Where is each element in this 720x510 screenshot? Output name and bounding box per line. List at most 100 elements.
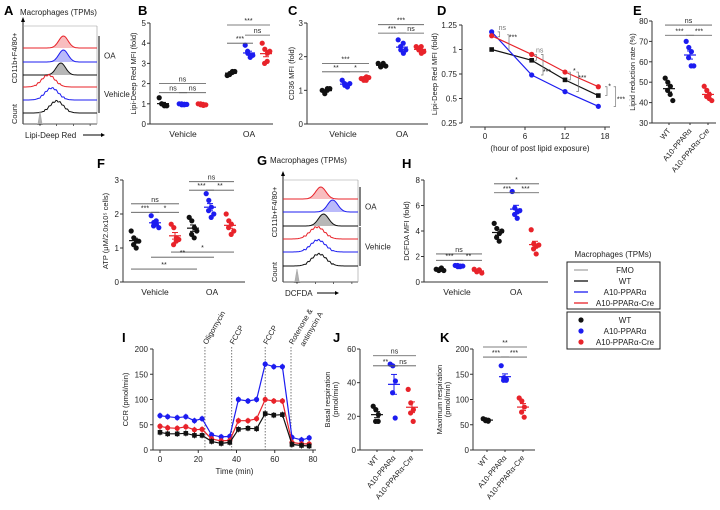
y-axis-label: DCFDA MFI (fold) [402, 201, 411, 261]
data-point [133, 245, 139, 251]
significance-label: ns [685, 18, 693, 25]
y-tick-label: 40 [347, 379, 356, 388]
significance-label: ** [502, 340, 508, 347]
data-point [236, 426, 241, 432]
data-point [253, 396, 260, 403]
group-label: OA [104, 52, 116, 61]
data-point [223, 211, 229, 217]
y-tick-label: 50 [139, 421, 148, 430]
significance-label: *** [675, 28, 683, 35]
data-point [562, 69, 568, 75]
data-point [271, 364, 277, 370]
data-point [174, 415, 180, 421]
data-point [596, 93, 601, 98]
data-point [662, 75, 668, 81]
data-point [395, 37, 401, 43]
data-point [191, 418, 198, 424]
y-tick-label: 200 [456, 345, 470, 354]
data-point [403, 47, 409, 53]
significance-label: * [354, 65, 357, 72]
data-point [157, 413, 163, 419]
significance-label: ns [391, 349, 399, 356]
significance-label: *** [388, 26, 396, 33]
legend-box-lines [566, 261, 661, 310]
significance-label: *** [244, 18, 252, 25]
y-tick-label: 150 [135, 370, 149, 379]
data-point [489, 47, 494, 52]
significance-label: * [573, 68, 576, 75]
y-tick-label: 1 [299, 86, 304, 95]
significance-label: *** [445, 253, 453, 260]
y-axis-label: (pmol/min) [443, 381, 452, 417]
y-axis-label: Lipi-Deep Red MFI (fold) [430, 32, 439, 115]
data-point [298, 437, 305, 443]
data-point [299, 443, 304, 448]
significance-label: ** [466, 253, 472, 260]
y-tick-label: 0.5 [446, 95, 458, 104]
data-point [199, 416, 205, 422]
x-axis-label: Time (min) [216, 467, 254, 476]
significance-label: * [515, 177, 518, 184]
panel-letter: B [138, 3, 147, 18]
data-point [306, 443, 312, 449]
data-point [209, 439, 214, 444]
y-tick-label: 70 [639, 37, 648, 46]
significance-label: *** [521, 186, 529, 193]
y-tick-label: 60 [347, 345, 356, 354]
panel-title: Macrophages (TPMs) [270, 156, 347, 165]
y-tick-label: 2 [115, 210, 120, 219]
y-axis-label: CCR (pmol/min) [121, 372, 130, 426]
data-point [231, 228, 237, 234]
y-tick-label: 3 [299, 19, 304, 28]
data-point [174, 425, 180, 431]
significance-bracket [497, 31, 501, 38]
data-point [253, 416, 260, 422]
data-point [709, 97, 715, 104]
legend-line-label: A10-PPARα [604, 288, 647, 297]
significance-label: ns [455, 247, 463, 254]
data-point [521, 414, 527, 420]
x-tick-label: 18 [601, 132, 610, 141]
x-tick-label: 40 [232, 455, 241, 464]
y-tick-label: 6 [416, 202, 421, 211]
significance-label: *** [578, 75, 586, 82]
group-label: Vehicle [104, 90, 130, 99]
data-point [704, 87, 710, 93]
histogram-trace [283, 199, 358, 213]
significance-bracket [541, 54, 544, 76]
data-point [514, 215, 520, 221]
y-tick-label: 4 [142, 39, 147, 48]
data-point [528, 227, 534, 233]
data-point [392, 415, 398, 421]
x-tick-label: WT [366, 453, 381, 468]
panel-letter: G [257, 153, 267, 168]
histogram-fill [283, 187, 358, 199]
data-point [245, 425, 251, 431]
series-line [159, 398, 310, 445]
data-point [375, 418, 381, 424]
y-tick-label: 0.25 [441, 119, 457, 128]
x-category-label: Vehicle [141, 287, 169, 297]
y-tick-label: 100 [135, 396, 149, 405]
data-point [595, 84, 601, 90]
significance-bracket [605, 86, 608, 96]
significance-label: ns [208, 175, 216, 182]
y-tick-label: 100 [456, 396, 470, 405]
data-point [206, 197, 212, 203]
significance-bracket [568, 71, 571, 81]
x-axis-label: Lipi-Deep Red [25, 131, 76, 140]
x-category-label: OA [396, 129, 409, 139]
histogram-trace [283, 186, 358, 200]
data-point [519, 398, 525, 404]
data-point [262, 361, 268, 367]
data-point [165, 425, 171, 431]
histogram-trace [283, 252, 358, 267]
y-axis-label: (pmol/min) [331, 381, 340, 417]
data-point [156, 95, 162, 101]
panel-letter: I [122, 330, 126, 345]
significance-label: *** [141, 205, 149, 212]
series-line [491, 48, 599, 97]
data-point [235, 396, 242, 403]
group-label: OA [365, 203, 377, 212]
